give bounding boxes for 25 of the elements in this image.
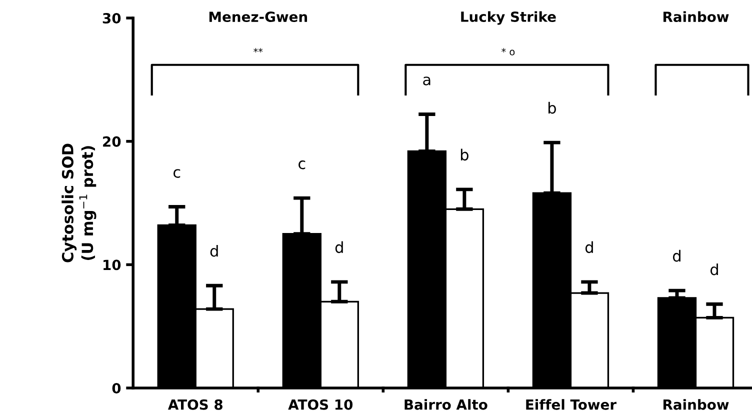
annotation: * o <box>502 48 515 56</box>
y-tick-label: 10 <box>104 260 121 270</box>
annotation: b <box>460 148 468 161</box>
y-axis-title: Cytosolic SOD (U mg$^{−1}$ prot) <box>62 144 96 262</box>
y-tick-label: 20 <box>103 136 121 147</box>
y-tick-label: 0 <box>112 382 121 394</box>
x-tick-label: ATOS 10 <box>288 399 353 410</box>
annotation: d <box>335 241 343 254</box>
annotation: ** <box>254 48 263 52</box>
x-tick-label: Eiffel Tower <box>526 399 616 410</box>
y-tick-label: 30 <box>102 12 121 24</box>
annotation: d <box>210 244 218 257</box>
annotation: d <box>710 263 718 276</box>
annotation: Rainbow <box>663 11 729 22</box>
annotation: b <box>548 102 556 114</box>
annotation: a <box>423 76 430 86</box>
annotation: d <box>672 250 680 262</box>
annotation: d <box>585 241 593 254</box>
annotation: c <box>298 160 306 170</box>
x-tick-label: Bairro Alto <box>404 399 488 410</box>
annotation: c <box>174 169 180 178</box>
x-tick-label: Rainbow <box>663 399 729 410</box>
annotation: Menez-Gwen <box>209 12 308 22</box>
annotation: Lucky Strike <box>461 11 556 25</box>
x-tick-label: ATOS 8 <box>168 399 222 410</box>
